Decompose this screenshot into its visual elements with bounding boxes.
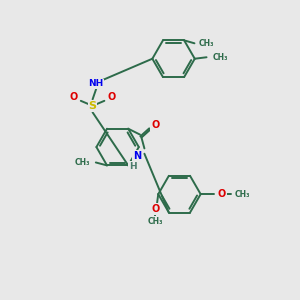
Text: CH₃: CH₃ [212, 53, 228, 62]
Text: CH₃: CH₃ [199, 39, 214, 48]
Text: O: O [151, 204, 159, 214]
Text: NH: NH [88, 79, 103, 88]
Text: O: O [218, 189, 226, 199]
Text: H: H [129, 162, 136, 171]
Text: O: O [107, 92, 115, 102]
Text: N: N [133, 151, 141, 161]
Text: O: O [70, 92, 78, 102]
Text: S: S [88, 101, 97, 111]
Text: CH₃: CH₃ [235, 190, 250, 199]
Text: O: O [151, 120, 159, 130]
Text: CH₃: CH₃ [75, 158, 90, 167]
Text: CH₃: CH₃ [148, 217, 163, 226]
